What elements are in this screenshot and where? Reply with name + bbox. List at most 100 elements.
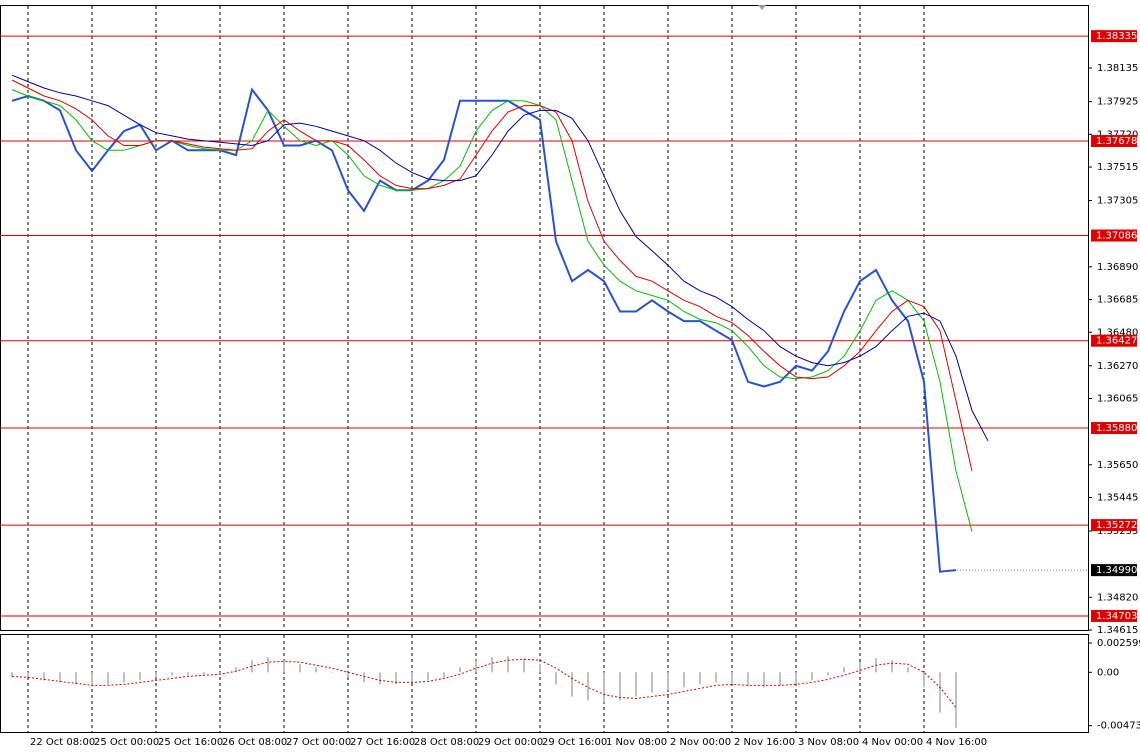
histogram-bar xyxy=(619,672,621,701)
x-tick-label: 2 Nov 00:00 xyxy=(670,737,731,748)
y-tick-label: 1.38135 xyxy=(1097,63,1138,74)
histogram-bar xyxy=(75,672,77,685)
shift-marker xyxy=(758,5,766,10)
y-tick-label: 1.37925 xyxy=(1097,97,1138,108)
x-tick-label: 3 Nov 08:00 xyxy=(798,737,859,748)
y-tick-label: 1.34615 xyxy=(1097,625,1138,636)
x-tick-label: 25 Oct 16:00 xyxy=(158,737,223,748)
histogram-bar xyxy=(747,672,749,687)
histogram-bar xyxy=(43,672,45,681)
y-tick-label: 1.34820 xyxy=(1097,592,1138,603)
y-tick-label: -0.004739 xyxy=(1097,721,1140,732)
last-price-box xyxy=(1091,564,1137,577)
histogram-bar xyxy=(907,667,909,673)
level-label: 1.36427 xyxy=(1096,336,1137,347)
histogram-bar xyxy=(299,664,301,673)
histogram-bar xyxy=(795,672,797,685)
level-label-box xyxy=(1091,422,1137,435)
histogram-bar xyxy=(683,672,685,688)
histogram-bar xyxy=(651,672,653,693)
histogram-bar xyxy=(11,672,13,678)
histogram-bar xyxy=(187,672,189,676)
histogram-bar xyxy=(667,672,669,691)
histogram-bar xyxy=(395,672,397,685)
histogram-bar xyxy=(91,672,93,687)
histogram-bar xyxy=(843,667,845,673)
y-tick-label: 0.00 xyxy=(1097,667,1119,678)
histogram-bar xyxy=(331,672,333,673)
x-tick-label: 29 Oct 00:00 xyxy=(478,737,543,748)
histogram-bar xyxy=(155,672,157,678)
histogram-bar xyxy=(235,667,237,673)
level-label: 1.35880 xyxy=(1096,423,1137,434)
x-tick-label: 25 Oct 00:00 xyxy=(94,737,159,748)
x-tick-label: 4 Nov 00:00 xyxy=(862,737,923,748)
level-label-box xyxy=(1091,334,1137,347)
histogram-bar xyxy=(699,672,701,685)
histogram-bar xyxy=(475,660,477,673)
price-line xyxy=(11,87,957,573)
histogram-bar xyxy=(731,672,733,685)
histogram-bar xyxy=(427,672,429,681)
histogram-bar xyxy=(443,672,445,678)
y-tick-label: 1.37305 xyxy=(1097,196,1138,207)
histogram-bar xyxy=(587,672,589,701)
level-label: 1.37678 xyxy=(1096,136,1137,147)
histogram-bar xyxy=(715,672,717,683)
y-tick-label: 1.36270 xyxy=(1097,361,1138,372)
histogram-bar xyxy=(555,672,557,685)
histogram-bar xyxy=(219,672,221,675)
x-tick-label: 1 Nov 08:00 xyxy=(606,737,667,748)
histogram-bar xyxy=(139,672,141,681)
histogram-bar xyxy=(267,657,269,673)
histogram-bar xyxy=(891,660,893,673)
y-tick-label: 1.36685 xyxy=(1097,295,1138,306)
histogram-bar xyxy=(827,672,829,676)
y-tick-label: 1.37720 xyxy=(1097,129,1138,140)
histogram-bar xyxy=(763,672,765,688)
histogram-bar xyxy=(859,662,861,673)
level-label: 1.38335 xyxy=(1096,31,1137,42)
histogram-bar xyxy=(571,672,573,697)
histogram-bar xyxy=(251,660,253,673)
histogram-bar xyxy=(507,656,509,673)
x-tick-label: 27 Oct 16:00 xyxy=(350,737,415,748)
histogram-bar xyxy=(939,672,941,713)
y-tick-label: 1.35445 xyxy=(1097,492,1138,503)
level-label: 1.37086 xyxy=(1096,231,1137,242)
moving-average xyxy=(11,89,973,532)
histogram-bar xyxy=(491,657,493,673)
y-tick-label: 1.36480 xyxy=(1097,327,1138,338)
x-tick-label: 26 Oct 08:00 xyxy=(222,737,287,748)
histogram-bar xyxy=(59,672,61,683)
histogram-bar xyxy=(923,672,925,688)
last-price-label: 1.34990 xyxy=(1096,565,1137,576)
indicator-panel xyxy=(0,634,1089,733)
level-label: 1.34703 xyxy=(1096,611,1137,622)
histogram-bar xyxy=(603,672,605,703)
histogram-bar xyxy=(315,667,317,673)
level-label-box xyxy=(1091,229,1137,242)
moving-average xyxy=(11,74,989,442)
histogram-bar xyxy=(379,672,381,685)
histogram-bar xyxy=(459,667,461,673)
moving-average xyxy=(11,79,973,472)
histogram-bar xyxy=(955,672,957,728)
x-tick-label: 27 Oct 00:00 xyxy=(286,737,351,748)
histogram-bar xyxy=(363,672,365,683)
level-label-box xyxy=(1091,135,1137,148)
y-tick-label: 1.36890 xyxy=(1097,262,1138,273)
x-tick-label: 22 Oct 08:00 xyxy=(30,737,95,748)
x-tick-label: 2 Nov 16:00 xyxy=(734,737,795,748)
signal-line xyxy=(11,658,957,708)
level-label-box xyxy=(1091,519,1137,532)
histogram-bar xyxy=(779,672,781,687)
y-tick-label: 0.002599 xyxy=(1097,638,1140,649)
histogram-bar xyxy=(171,672,173,676)
histogram-bar xyxy=(123,672,125,683)
histogram-bar xyxy=(811,672,813,681)
histogram-bar xyxy=(523,658,525,673)
histogram-bar xyxy=(539,664,541,673)
level-label-box xyxy=(1091,609,1137,622)
